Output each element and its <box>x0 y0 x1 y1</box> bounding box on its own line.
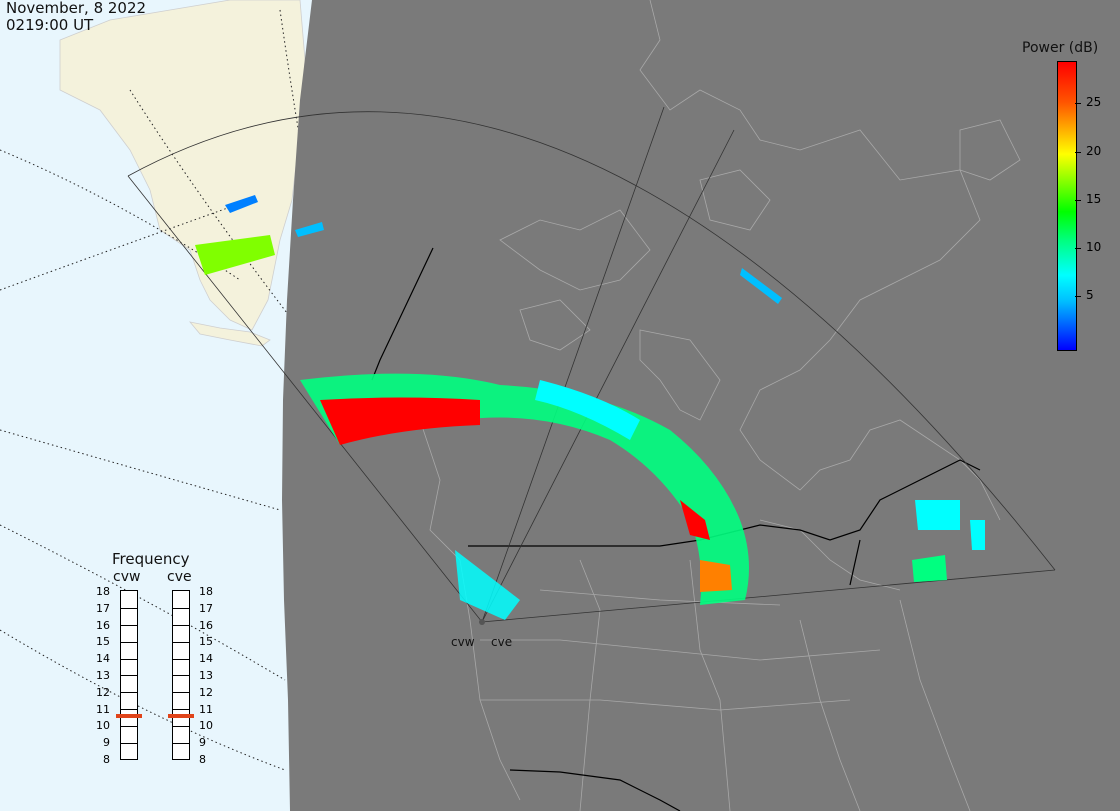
frequency-scale-label-left: 18 <box>96 585 110 598</box>
frequency-marker-cve <box>168 714 194 718</box>
frequency-scale-label-left: 12 <box>96 685 110 699</box>
frequency-title: Frequency <box>112 550 190 568</box>
time-label: 0219:00 UT <box>6 16 94 34</box>
frequency-scale-label-right: 10 <box>199 719 213 733</box>
colorbar-tick: 5 <box>1086 288 1094 302</box>
frequency-radar-label: cvw <box>113 569 141 585</box>
frequency-scale-label-right: 11 <box>199 702 213 716</box>
frequency-scale-label-left: 16 <box>96 618 110 632</box>
colorbar-tick: 15 <box>1086 192 1102 206</box>
frequency-scale-label-right: 9 <box>199 736 206 750</box>
frequency-scale-label-left: 10 <box>96 719 110 733</box>
colorbar-tick-mark <box>1075 103 1081 104</box>
frequency-scale-label-right: 16 <box>199 618 213 632</box>
frequency-scale-label-right: 8 <box>199 753 206 766</box>
aleutian-land <box>188 321 271 347</box>
frequency-scale-label-left: 8 <box>103 753 110 766</box>
site-label-cvw: cvw <box>451 635 475 649</box>
frequency-scale-label-right: 14 <box>199 652 213 666</box>
colorbar-tick: 10 <box>1086 240 1102 254</box>
frequency-scale-label-right: 17 <box>199 601 213 615</box>
frequency-scale-label-right: 13 <box>199 669 213 682</box>
frequency-scale-label-left: 9 <box>103 736 110 750</box>
colorbar-tick-mark <box>1075 248 1081 249</box>
backscatter-echoes <box>195 195 985 620</box>
power-colorbar <box>1057 61 1077 351</box>
frequency-radar-label: cve <box>167 569 192 585</box>
frequency-scale-label-right: 12 <box>199 685 213 699</box>
frequency-meter-cvw <box>120 590 138 760</box>
site-label-cve: cve <box>491 635 513 649</box>
frequency-scale-label-left: 14 <box>96 652 110 666</box>
frequency-marker-cvw <box>116 714 142 718</box>
colorbar-tick-mark <box>1075 200 1081 201</box>
frequency-scale-label-right: 18 <box>199 585 213 598</box>
frequency-scale-label-left: 11 <box>96 702 110 716</box>
frequency-meter-cve <box>172 590 190 760</box>
colorbar-tick-mark <box>1075 296 1081 297</box>
frequency-scale-label-left: 15 <box>96 635 110 649</box>
colorbar-tick-mark <box>1075 152 1081 153</box>
site-cvw-marker <box>479 619 485 625</box>
colorbar-tick: 25 <box>1086 95 1102 109</box>
frequency-scale-label-left: 17 <box>96 601 110 615</box>
colorbar-title: Power (dB) <box>1022 40 1099 56</box>
frequency-scale-label-left: 13 <box>96 669 110 682</box>
colorbar-tick: 20 <box>1086 144 1102 158</box>
date-label: November, 8 2022 <box>6 0 147 17</box>
frequency-scale-label-right: 15 <box>199 635 213 649</box>
